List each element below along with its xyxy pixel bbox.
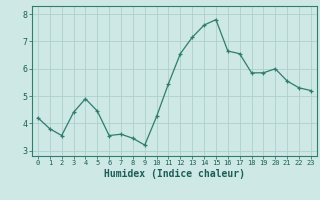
X-axis label: Humidex (Indice chaleur): Humidex (Indice chaleur) xyxy=(104,169,245,179)
